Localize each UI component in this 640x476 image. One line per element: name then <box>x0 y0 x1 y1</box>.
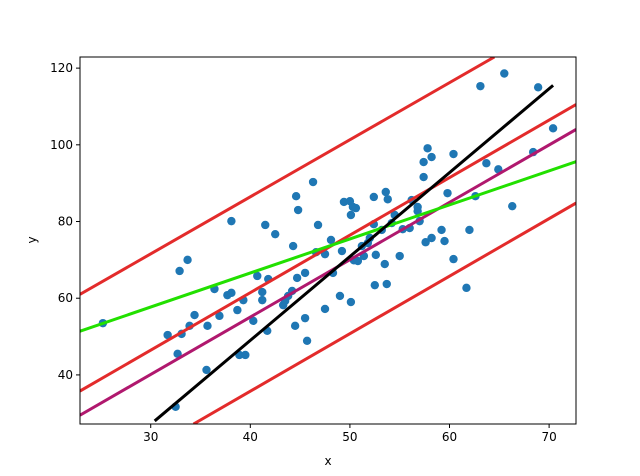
scatter-point <box>233 305 242 315</box>
scatter-point <box>382 279 391 289</box>
x-tick-label: 30 <box>143 430 158 444</box>
plot-area <box>80 57 576 424</box>
scatter-point <box>163 330 172 340</box>
scatter-point <box>173 349 182 359</box>
scatter-point <box>337 246 347 256</box>
scatter-point <box>215 311 224 321</box>
scatter-point <box>370 280 380 290</box>
scatter-point <box>203 321 212 331</box>
scatter-point <box>227 216 236 226</box>
scatter-point <box>288 241 298 251</box>
x-axis-label: x <box>324 454 331 468</box>
fit-line <box>153 84 555 423</box>
scatter-point <box>419 157 428 167</box>
scatter-point <box>381 187 390 197</box>
scatter-point <box>449 254 458 264</box>
scatter-point <box>300 268 310 278</box>
scatter-point <box>241 350 250 360</box>
scatter-point <box>465 225 474 235</box>
scatter-point <box>346 297 356 307</box>
scatter-point <box>258 295 267 305</box>
scatter-point <box>302 336 312 345</box>
scatter-point <box>346 210 356 220</box>
scatter-point <box>423 144 432 153</box>
scatter-point <box>427 152 436 162</box>
x-tick-label: 70 <box>541 430 556 444</box>
scatter-point <box>500 69 509 78</box>
y-tick-label: 100 <box>50 138 73 152</box>
scatter-point <box>419 172 428 182</box>
x-tick-label: 40 <box>243 430 258 444</box>
scatter-point <box>395 251 404 261</box>
fit-line <box>80 160 576 333</box>
scatter-point <box>413 206 422 216</box>
scatter-point <box>508 201 517 211</box>
scatter-point <box>175 266 184 276</box>
scatter-point <box>253 271 262 281</box>
x-tick-label: 60 <box>442 430 457 444</box>
scatter-point <box>271 229 280 239</box>
scatter-point <box>300 313 310 323</box>
scatter-point <box>383 195 392 204</box>
scatter-point <box>369 192 379 202</box>
scatter-point <box>292 273 302 283</box>
scatter-point <box>437 225 446 235</box>
scatter-point <box>261 220 270 230</box>
scatter-point <box>443 188 452 198</box>
scatter-point <box>320 304 330 314</box>
scatter-point <box>249 316 258 326</box>
scatter-point <box>293 205 303 215</box>
scatter-point <box>291 192 301 201</box>
scatter-point <box>440 236 449 246</box>
scatter-point <box>476 81 485 91</box>
scatter-point <box>482 159 491 168</box>
y-tick-label: 120 <box>50 61 73 75</box>
x-tick-label: 50 <box>342 430 357 444</box>
axes-frame <box>79 56 577 425</box>
scatter-point <box>190 310 199 320</box>
scatter-point <box>353 256 363 266</box>
fit-line <box>192 201 576 424</box>
scatter-point <box>421 238 430 247</box>
scatter-point <box>427 233 436 243</box>
scatter-point <box>183 255 192 265</box>
scatter-point <box>449 149 458 159</box>
scatter-point <box>326 235 336 245</box>
y-tick-label: 60 <box>58 291 73 305</box>
scatter-point <box>462 283 471 293</box>
scatter-point <box>533 83 543 92</box>
scatter-point <box>371 250 381 260</box>
scatter-point <box>227 288 236 298</box>
scatter-point <box>380 259 389 269</box>
scatter-point <box>548 124 558 133</box>
scatter-point <box>351 203 361 213</box>
y-tick-label: 80 <box>58 215 73 229</box>
scatter-point <box>202 365 211 375</box>
scatter-point <box>308 177 318 187</box>
y-axis-label: y <box>25 236 39 243</box>
y-tick-label: 40 <box>58 368 73 382</box>
scatter-point <box>258 287 267 297</box>
scatter-point <box>313 220 323 230</box>
fit-line <box>80 57 496 296</box>
scatter-point <box>290 321 300 331</box>
fit-line <box>80 128 576 417</box>
scatter-point <box>335 291 345 301</box>
